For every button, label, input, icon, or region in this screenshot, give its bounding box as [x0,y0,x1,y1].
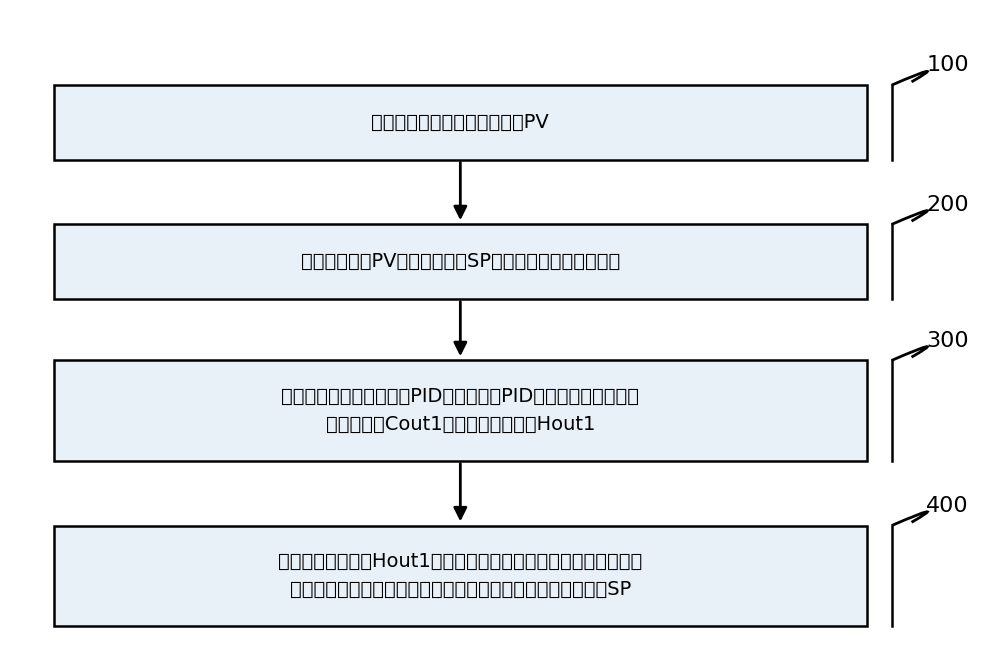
FancyBboxPatch shape [54,85,867,159]
FancyBboxPatch shape [54,525,867,626]
Text: 对温度差值分别进行制冷PID计算和加热PID计算，分别得到制冷
控制输出值Cout1和加热控制输出值Hout1: 对温度差值分别进行制冷PID计算和加热PID计算，分别得到制冷 控制输出值Cou… [281,387,639,434]
Text: 将当前温度值PV与预设温度值SP进行比较，得到温度差值: 将当前温度值PV与预设温度值SP进行比较，得到温度差值 [301,252,620,271]
Text: 400: 400 [926,496,969,516]
Text: 300: 300 [926,331,969,351]
FancyBboxPatch shape [54,224,867,299]
Text: 采集被检测设备的当前温度值PV: 采集被检测设备的当前温度值PV [371,113,549,132]
Text: 200: 200 [926,195,969,215]
Text: 100: 100 [926,55,969,75]
Text: 对加热控制输出值Hout1进行分析，并根据分析结果控制加热系统
和制冷系统对被检测设备的温度进行调节，以达到预设温度值SP: 对加热控制输出值Hout1进行分析，并根据分析结果控制加热系统 和制冷系统对被检… [278,552,642,599]
FancyBboxPatch shape [54,360,867,461]
